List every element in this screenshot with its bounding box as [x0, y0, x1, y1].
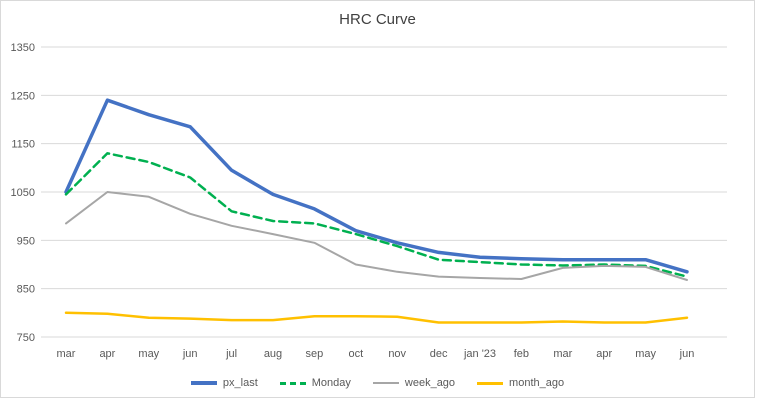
svg-text:950: 950: [17, 235, 35, 247]
svg-text:mar: mar: [553, 348, 572, 360]
legend-label-monday: Monday: [311, 377, 351, 389]
svg-text:1350: 1350: [11, 42, 35, 54]
svg-text:nov: nov: [388, 348, 406, 360]
svg-text:jul: jul: [225, 348, 237, 360]
line-chart-plot: 750 850 950 1050 1150 1250 1350 mar apr may jun jul…: [11, 42, 727, 360]
svg-text:jan '23: jan '23: [463, 348, 496, 360]
svg-text:jun: jun: [182, 348, 198, 360]
legend-item-monday: Monday: [279, 377, 351, 389]
svg-text:1250: 1250: [11, 90, 35, 102]
svg-text:apr: apr: [99, 348, 115, 360]
legend-label-px-last: px_last: [222, 377, 258, 389]
legend-item-month-ago: month_ago: [477, 377, 564, 389]
legend-label-month-ago: month_ago: [509, 377, 565, 389]
svg-text:may: may: [635, 348, 656, 360]
svg-text:850: 850: [17, 284, 35, 296]
svg-text:sep: sep: [306, 348, 324, 360]
svg-text:may: may: [138, 348, 159, 360]
svg-text:mar: mar: [57, 348, 76, 360]
svg-text:feb: feb: [514, 348, 529, 360]
chart-legend: px_last Monday week_ago month_ago: [1, 377, 754, 389]
svg-text:1050: 1050: [11, 187, 35, 199]
legend-swatch-px-last: [190, 381, 217, 385]
svg-text:750: 750: [17, 332, 35, 344]
legend-swatch-month-ago: [477, 381, 504, 385]
legend-swatch-monday: [279, 381, 306, 385]
svg-text:dec: dec: [430, 348, 448, 360]
svg-text:1150: 1150: [11, 139, 35, 151]
legend-item-week-ago: week_ago: [372, 377, 456, 389]
svg-text:oct: oct: [348, 348, 363, 360]
svg-text:apr: apr: [596, 348, 612, 360]
svg-text:aug: aug: [264, 348, 282, 360]
legend-item-px-last: px_last: [190, 377, 258, 389]
legend-label-week-ago: week_ago: [404, 377, 456, 389]
svg-text:jun: jun: [679, 348, 695, 360]
legend-swatch-week-ago: [372, 382, 399, 384]
chart-title: HRC Curve: [339, 11, 416, 28]
